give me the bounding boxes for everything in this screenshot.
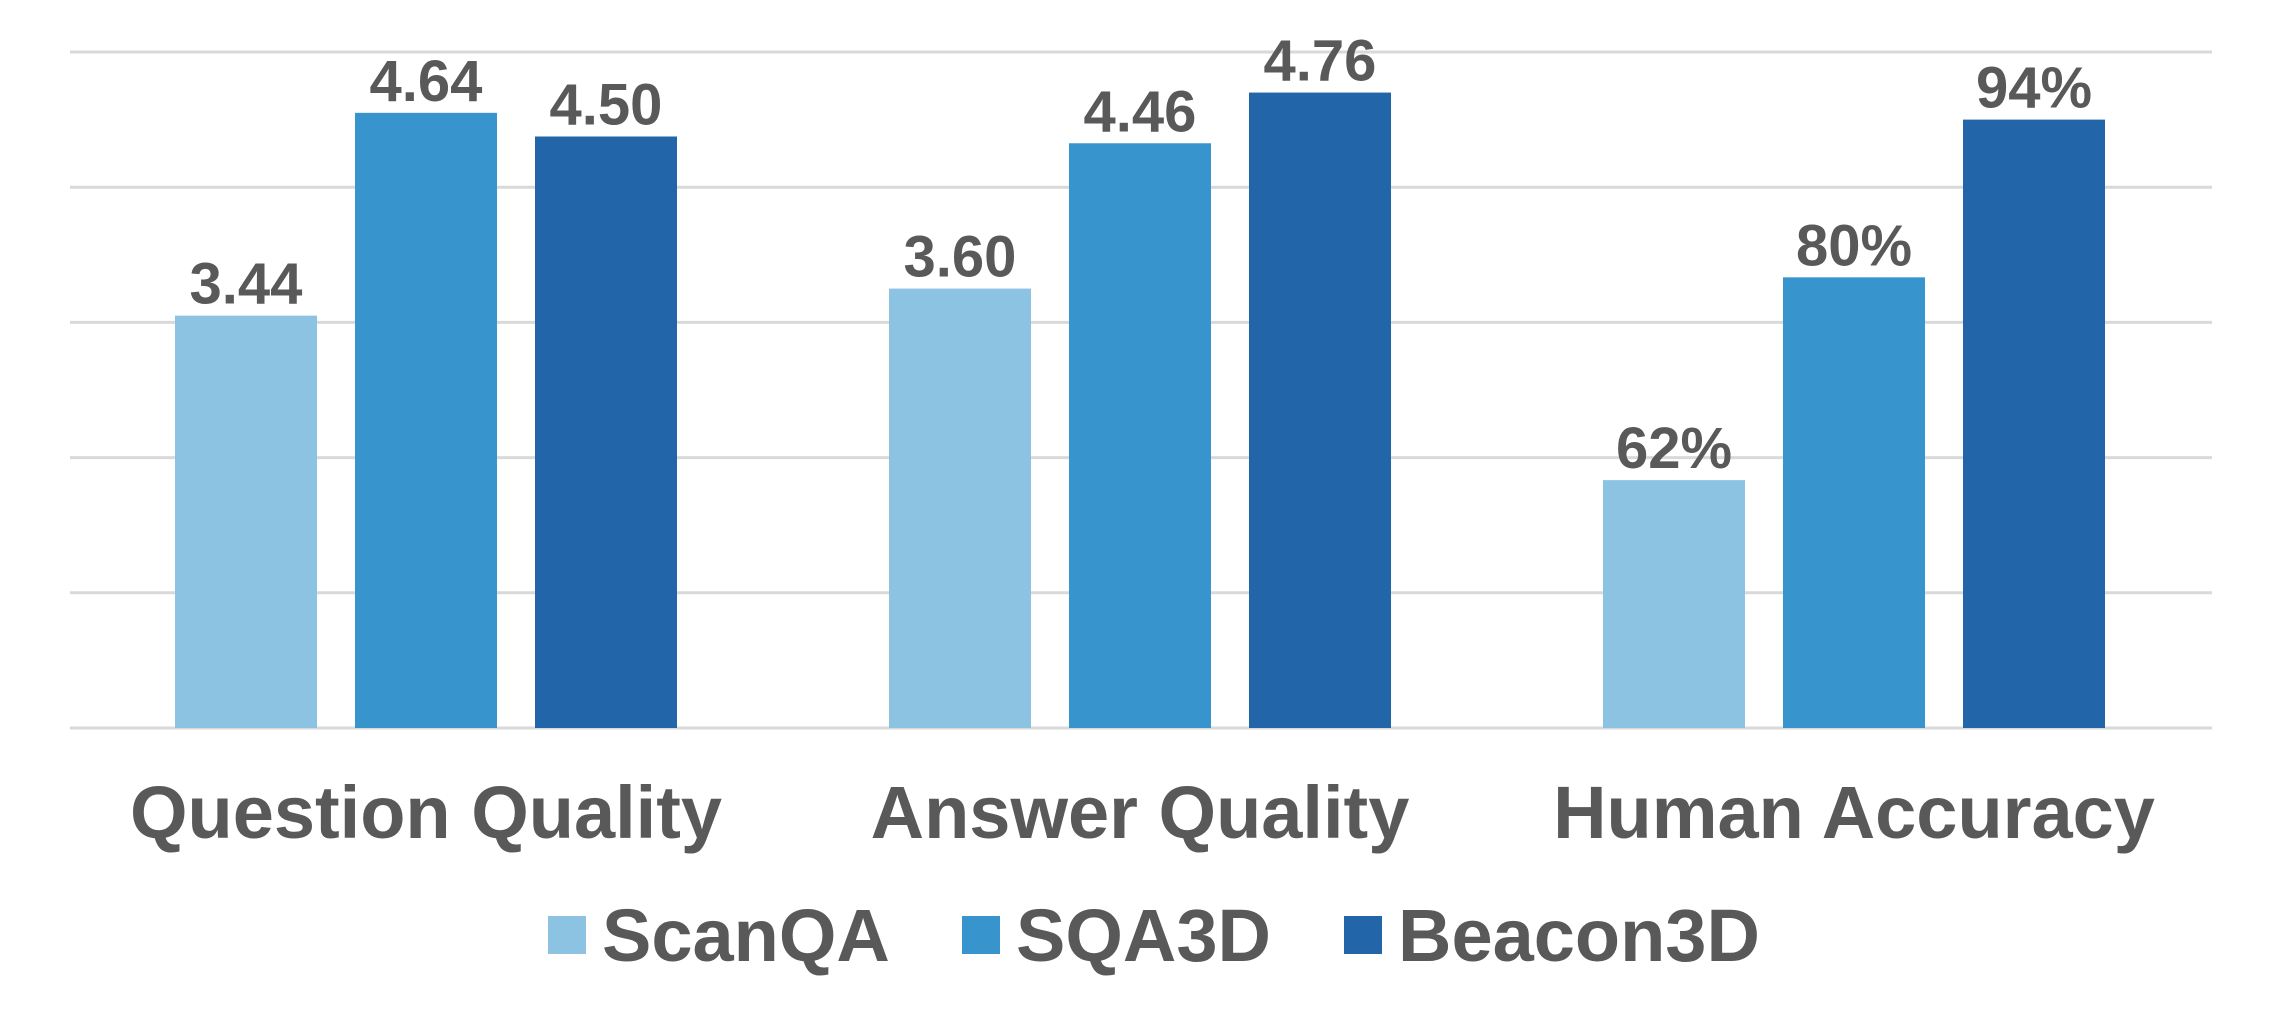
bar-scanqa-2 (1603, 480, 1745, 728)
bar-scanqa-0 (175, 315, 317, 728)
legend-label: ScanQA (602, 894, 890, 977)
bar-beacon3d-1 (1249, 92, 1391, 728)
bars (175, 92, 2105, 729)
legend: ScanQA SQA3D Beacon3D (548, 894, 1760, 977)
legend-swatch (1344, 916, 1382, 954)
category-label: Human Accuracy (1553, 771, 2155, 854)
bar-sqa3d-0 (355, 112, 497, 729)
bar-value-labels: 3.44 4.64 4.50 3.60 4.46 4.76 62% 80% 94% (190, 29, 2092, 482)
category-label: Question Quality (130, 771, 722, 854)
bar-value-label: 4.46 (1084, 79, 1197, 144)
bar-value-label: 3.44 (190, 252, 303, 317)
legend-label: Beacon3D (1398, 894, 1760, 977)
bar-value-label: 62% (1616, 416, 1732, 481)
bar-sqa3d-2 (1783, 277, 1925, 728)
bar-value-label: 4.50 (550, 73, 663, 138)
legend-item-sqa3d: SQA3D (962, 894, 1271, 977)
bar-sqa3d-1 (1069, 143, 1211, 728)
bar-value-label: 80% (1796, 213, 1912, 278)
bar-scanqa-1 (889, 288, 1031, 728)
legend-swatch (548, 916, 586, 954)
legend-item-scanqa: ScanQA (548, 894, 890, 977)
category-axis-labels: Question Quality Answer Quality Human Accu… (130, 771, 2155, 854)
legend-label: SQA3D (1016, 894, 1271, 977)
category-label: Answer Quality (871, 771, 1410, 854)
bar-beacon3d-2 (1963, 119, 2105, 729)
bar-beacon3d-0 (535, 136, 677, 728)
legend-swatch (962, 916, 1000, 954)
bar-value-label: 4.64 (370, 49, 483, 114)
bar-value-label: 4.76 (1264, 29, 1377, 94)
legend-item-beacon3d: Beacon3D (1344, 894, 1760, 977)
bar-value-label: 3.60 (904, 225, 1017, 290)
bar-value-label: 94% (1976, 56, 2092, 121)
